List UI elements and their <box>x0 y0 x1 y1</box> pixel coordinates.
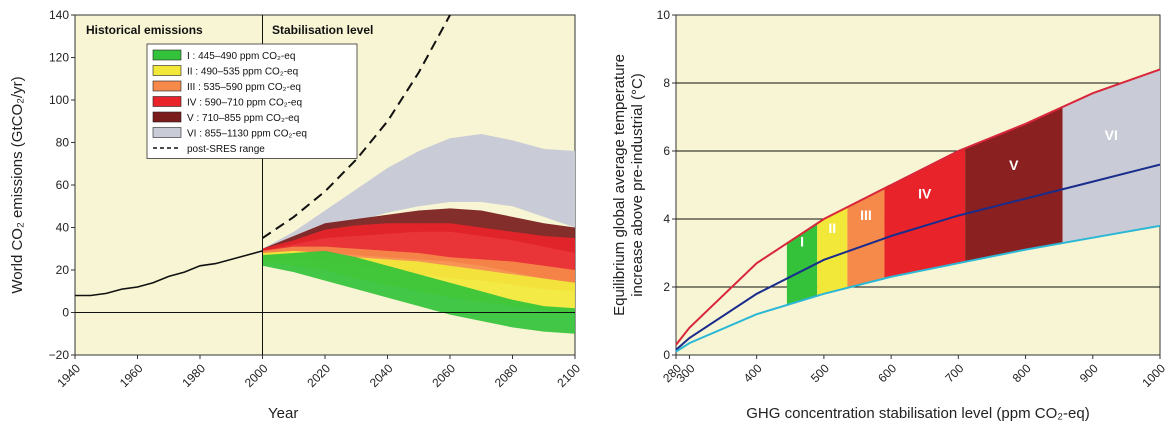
legend-swatch <box>152 96 182 107</box>
x-tick-label: 400 <box>741 361 765 385</box>
band-label-iv: IV <box>918 186 932 202</box>
historical-emissions-line <box>75 250 263 297</box>
section-label-historical: Historical emissions <box>86 23 203 37</box>
curve-best-estimate <box>675 163 1161 351</box>
band-label-v: V <box>1009 157 1019 173</box>
band-label-iii: III <box>860 207 872 223</box>
band-label-ii: II <box>828 220 836 236</box>
emissions-legend: I : 445–490 ppm CO₂-eq II : 490–535 ppm C… <box>146 43 358 159</box>
legend-swatch <box>152 65 182 76</box>
x-tick-label: 2020 <box>304 361 333 390</box>
x-tick-label: 2060 <box>429 361 458 390</box>
legend-label: VI : 855–1130 ppm CO₂-eq <box>187 129 307 140</box>
y-tick-label: 20 <box>56 263 70 277</box>
y-tick-label: 120 <box>49 51 69 65</box>
band-label-i: I <box>800 233 804 249</box>
emissions-x-ticks: 1940 1960 1980 2000 2020 2040 2060 2080 2100 <box>54 355 583 390</box>
x-tick-label: 2000 <box>242 361 271 390</box>
temperature-y-axis-label-line2: increase above pre-industrial (°C) <box>629 73 646 297</box>
x-tick-label: 2080 <box>492 361 521 390</box>
temperature-band-ii <box>817 207 848 296</box>
legend-label: I : 445–490 ppm CO₂-eq <box>187 51 295 62</box>
legend-label: V : 710–855 ppm CO₂-eq <box>187 113 299 124</box>
y-tick-label: 140 <box>49 8 69 22</box>
x-tick-label: 700 <box>942 361 966 385</box>
legend-swatch <box>152 127 182 138</box>
legend-box <box>146 43 358 159</box>
band-label-vi: VI <box>1105 127 1118 143</box>
x-tick-label: 1980 <box>179 361 208 390</box>
y-tick-label: 10 <box>657 8 671 22</box>
legend-label: post-SRES range <box>187 144 265 155</box>
x-tick-label: 500 <box>808 361 832 385</box>
emissions-x-axis-label: Year <box>268 405 298 422</box>
y-tick-label: −20 <box>49 348 70 362</box>
y-tick-label: 80 <box>56 136 70 150</box>
temperature-band-iv <box>884 148 966 279</box>
emission-band-vi <box>262 134 575 249</box>
y-tick-label: 100 <box>49 93 69 107</box>
legend-label: III : 535–590 ppm CO₂-eq <box>187 82 301 93</box>
y-tick-label: 6 <box>663 144 670 158</box>
x-tick-label: 2040 <box>367 361 396 390</box>
y-tick-label: 0 <box>663 348 670 362</box>
section-label-stabilisation: Stabilisation level <box>272 23 373 37</box>
y-tick-label: 0 <box>62 306 69 320</box>
y-tick-label: 8 <box>663 76 670 90</box>
curve-lower <box>675 224 1161 353</box>
emissions-y-ticks: −20 0 20 40 60 80 100 120 140 <box>49 8 75 362</box>
curve-upper <box>675 68 1161 346</box>
temperature-x-axis-label: GHG concentration stabilisation level (p… <box>746 405 1089 422</box>
temperature-y-ticks: 0 2 4 6 8 10 <box>657 8 676 362</box>
x-tick-label: 1960 <box>117 361 146 390</box>
x-tick-label: 800 <box>1010 361 1034 385</box>
x-tick-label: 1000 <box>1139 361 1168 390</box>
x-tick-label: 2100 <box>554 361 583 390</box>
y-tick-label: 4 <box>663 212 670 226</box>
emissions-y-axis-label: World CO₂ emissions (GtCO₂/yr) <box>9 76 26 293</box>
legend-swatch <box>152 49 182 61</box>
legend-label: II : 490–535 ppm CO₂-eq <box>187 67 298 78</box>
post-sres-upper-line <box>261 14 451 239</box>
temperature-band-v <box>965 107 1063 262</box>
temperature-band-iii <box>847 188 885 288</box>
temperature-band-i <box>786 223 818 305</box>
emission-band-i <box>262 250 575 334</box>
y-tick-label: 60 <box>56 178 70 192</box>
x-tick-label: 1940 <box>54 361 83 390</box>
y-tick-label: 40 <box>56 221 70 235</box>
legend-swatch <box>152 80 182 92</box>
emissions-chart: Historical emissions Stabilisation level… <box>9 8 583 422</box>
x-tick-label: 600 <box>875 361 899 385</box>
temperature-y-axis-label-line1: Equilibrium global average temperature <box>611 54 628 316</box>
legend-swatch <box>152 111 182 123</box>
y-tick-label: 2 <box>663 280 670 294</box>
x-tick-label: 900 <box>1077 361 1101 385</box>
legend-label: IV : 590–710 ppm CO₂-eq <box>187 98 302 109</box>
temperature-band-vi <box>1062 69 1160 244</box>
